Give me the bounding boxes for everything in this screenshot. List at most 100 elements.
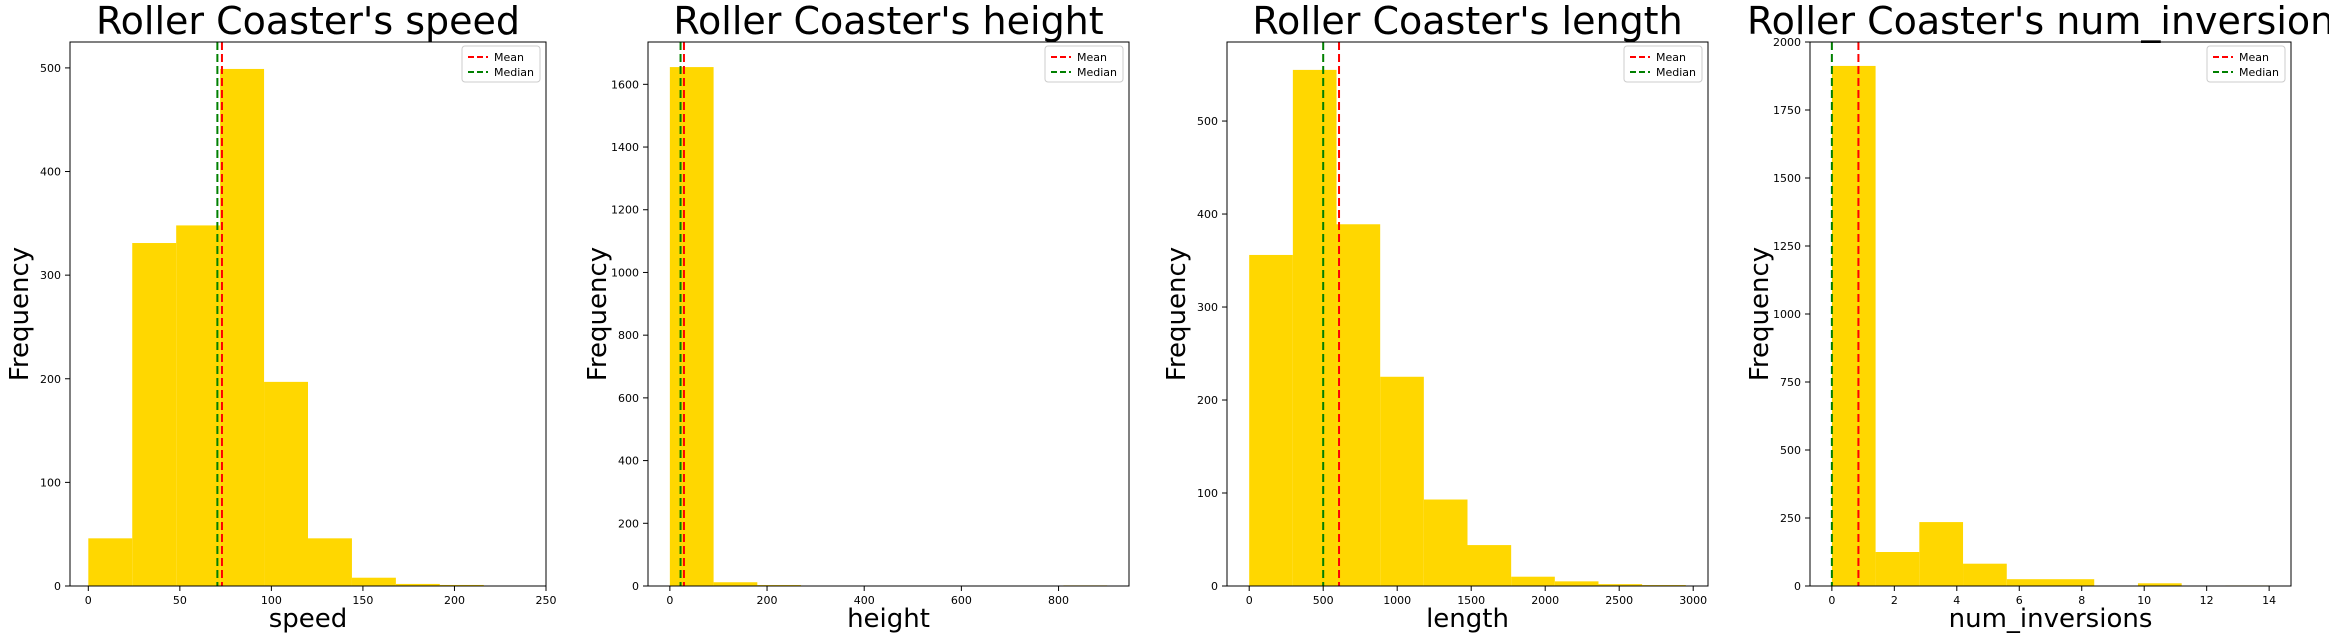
x-tick-label: 8 — [2078, 594, 2085, 607]
y-tick-label: 100 — [40, 476, 61, 489]
y-axis-label: Frequency — [5, 247, 35, 381]
legend: Mean Median — [1623, 45, 1703, 83]
x-tick-label: 250 — [536, 594, 557, 607]
chart-panel-3: 0 500 1000 1500 2000 2500 3000 0 100 200 300 400 500… — [1162, 0, 1709, 634]
x-axis-label: num_inversions — [1949, 604, 2153, 634]
x-tick-label: 2000 — [1531, 594, 1559, 607]
y-tick-label: 400 — [40, 166, 61, 179]
x-tick-label: 0 — [666, 594, 673, 607]
histogram-bar — [1423, 499, 1468, 586]
y-tick-label: 200 — [1197, 394, 1218, 407]
histogram-bar — [308, 538, 352, 586]
histogram-bar — [220, 68, 265, 587]
histogram-bar — [1963, 563, 2007, 586]
legend-mean-label: Mean — [1077, 51, 1107, 64]
chart-title: Roller Coaster's length — [1252, 0, 1682, 43]
y-axis-label: Frequency — [583, 247, 613, 381]
x-tick-label: 800 — [1048, 594, 1069, 607]
x-tick-label: 12 — [2200, 594, 2214, 607]
y-tick-label: 500 — [1780, 444, 1801, 457]
histogram-bar — [713, 582, 758, 586]
histogram-bar — [1919, 522, 1964, 586]
legend-median-label: Median — [1656, 66, 1696, 79]
x-tick-label: 0 — [85, 594, 92, 607]
chart-title: Roller Coaster's speed — [96, 0, 520, 43]
histogram-bar — [351, 577, 396, 586]
y-axis-label: Frequency — [1162, 247, 1192, 381]
histogram-bar — [1831, 65, 1876, 587]
histogram-bar — [1875, 552, 1920, 586]
y-tick-label: 0 — [632, 580, 639, 593]
histogram-bar — [1249, 254, 1293, 586]
x-tick-label: 200 — [444, 594, 465, 607]
y-tick-label: 800 — [618, 329, 639, 342]
legend-median-label: Median — [2239, 66, 2279, 79]
histogram-bar — [395, 583, 440, 586]
histogram-bar — [264, 381, 308, 586]
x-tick-label: 10 — [2137, 594, 2151, 607]
y-tick-label: 0 — [1794, 580, 1801, 593]
legend: Mean Median — [461, 45, 541, 83]
y-axis-label: Frequency — [1745, 247, 1775, 381]
x-axis-label: speed — [269, 604, 348, 634]
x-tick-label: 400 — [854, 594, 875, 607]
x-tick-label: 14 — [2262, 594, 2276, 607]
y-tick-label: 1500 — [1773, 172, 1801, 185]
y-tick-label: 2000 — [1773, 36, 1801, 49]
legend: Mean Median — [2206, 45, 2286, 83]
x-tick-label: 200 — [757, 594, 778, 607]
legend-mean-label: Mean — [494, 51, 524, 64]
x-tick-label: 0 — [1246, 594, 1253, 607]
plot-frame — [647, 41, 1130, 587]
legend-mean-label: Mean — [1656, 51, 1686, 64]
x-axis-label: height — [847, 604, 930, 634]
histogram-bar — [1467, 545, 1512, 586]
chart-panel-4: 0 2 4 6 8 10 12 14 0 250 500 750 1000 1250 1500 1750 200… — [1745, 0, 2329, 634]
chart-title: Roller Coaster's num_inversions — [1747, 0, 2329, 43]
x-tick-label: 3000 — [1679, 594, 1707, 607]
x-axis-label: length — [1426, 604, 1509, 634]
y-tick-label: 300 — [1197, 301, 1218, 314]
histogram-bar — [1336, 224, 1381, 586]
x-tick-label: 600 — [951, 594, 972, 607]
chart-title: Roller Coaster's height — [673, 0, 1103, 43]
plot-frame — [69, 41, 547, 587]
chart-panel-2: 0 200 400 600 800 0 200 400 600 800 1000 1200 1400 16… — [583, 0, 1130, 634]
histogram-bar — [1554, 581, 1599, 586]
x-tick-label: 1000 — [1383, 594, 1411, 607]
legend-median-label: Median — [1077, 66, 1117, 79]
x-tick-label: 100 — [261, 594, 282, 607]
y-tick-label: 0 — [54, 580, 61, 593]
histogram-bar — [439, 584, 484, 586]
y-tick-label: 1000 — [611, 266, 639, 279]
histogram-bar — [2006, 579, 2051, 586]
chart-panel-1: 0 50 100 150 200 250 0 100 200 300 400 500 Roller Co… — [5, 0, 557, 634]
histogram-bar — [669, 67, 714, 587]
y-tick-label: 1600 — [611, 78, 639, 91]
x-tick-label: 150 — [352, 594, 373, 607]
y-tick-label: 0 — [1211, 580, 1218, 593]
y-tick-label: 600 — [618, 392, 639, 405]
histogram-bar — [2137, 583, 2182, 586]
x-tick-label: 50 — [173, 594, 187, 607]
legend-median-label: Median — [494, 66, 534, 79]
plot-frame — [1226, 41, 1709, 587]
histogram-bar — [1380, 376, 1424, 586]
y-tick-label: 500 — [40, 62, 61, 75]
y-tick-label: 500 — [1197, 115, 1218, 128]
histogram-bar — [88, 538, 133, 586]
x-tick-label: 2500 — [1605, 594, 1633, 607]
y-tick-label: 1200 — [611, 204, 639, 217]
legend: Mean Median — [1044, 45, 1124, 83]
y-tick-label: 400 — [618, 455, 639, 468]
histogram-bar — [1511, 576, 1555, 586]
y-tick-label: 1250 — [1773, 240, 1801, 253]
legend-mean-label: Mean — [2239, 51, 2269, 64]
histogram-bar — [1598, 584, 1643, 586]
x-tick-label: 1500 — [1457, 594, 1485, 607]
y-tick-label: 100 — [1197, 487, 1218, 500]
x-tick-label: 6 — [2016, 594, 2023, 607]
y-tick-label: 1400 — [611, 141, 639, 154]
histogram-bar — [1292, 69, 1337, 586]
